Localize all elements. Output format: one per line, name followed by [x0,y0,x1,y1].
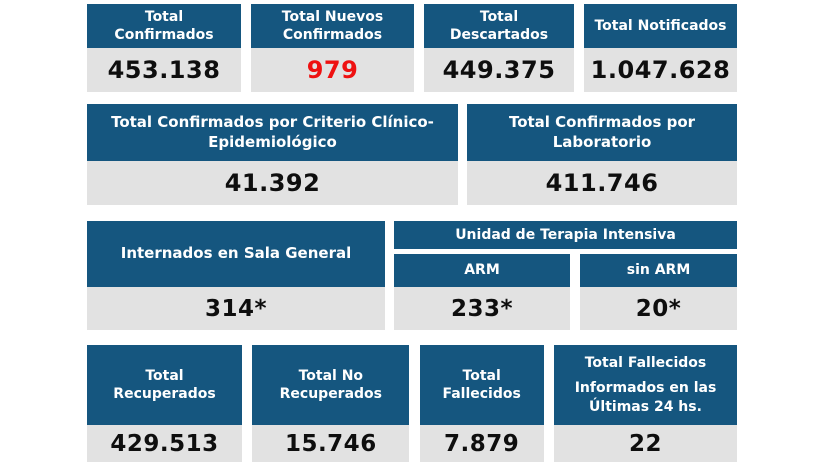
stat-card-value: 453.138 [87,48,241,92]
stat-card-label: Total Recuperados [113,367,216,402]
stat-card-total-confirmados: Total Confirmados 453.138 [87,4,241,92]
stat-card-value: 1.047.628 [584,48,737,92]
stat-card-total-nuevos-confirmados: Total Nuevos Confirmados 979 [251,4,414,92]
stat-card-label: Total Fallecidos [442,367,521,402]
stat-card-value: 15.746 [252,425,410,462]
icu-group: Unidad de Terapia Intensiva ARM 233* sin… [394,221,737,330]
outcome-row: Total Recuperados 429.513 Total No Recup… [87,345,737,462]
stat-card-header: Total Confirmados por Criterio Clínico- … [87,104,458,161]
stat-card-value: 41.392 [87,161,458,205]
stat-card-header: Internados en Sala General [87,221,385,287]
stat-card-total-fallecidos: Total Fallecidos 7.879 [419,345,544,462]
stat-card-label: Total No Recuperados [279,367,383,402]
stat-card-value: 411.746 [467,161,737,205]
stat-card-header: Total No Recuperados [252,345,410,425]
covid-stats-dashboard: Total Confirmados 453.138 Total Nuevos C… [87,4,737,462]
criteria-row: Total Confirmados por Criterio Clínico- … [87,104,737,205]
stat-card-label: sin ARM [626,262,691,279]
stat-card-confirmados-criterio-clinico: Total Confirmados por Criterio Clínico- … [87,104,458,205]
stat-card-total-no-recuperados: Total No Recuperados 15.746 [252,345,410,462]
stat-card-confirmados-laboratorio: Total Confirmados por Laboratorio 411.74… [467,104,737,205]
stat-card-total-notificados: Total Notificados 1.047.628 [584,4,737,92]
stat-card-total-descartados: Total Descartados 449.375 [424,4,574,92]
stat-card-value-highlighted: 979 [251,48,414,92]
stat-card-label: Total Confirmados por Laboratorio [508,112,696,151]
stat-card-header: Total Nuevos Confirmados [251,4,414,48]
stat-card-header: ARM [394,254,570,287]
stat-card-label: Internados en Sala General [120,244,352,263]
stat-card-header: Total Fallecidos Informados en las Últim… [553,345,737,425]
stat-card-label: Total Confirmados [114,8,214,43]
stat-card-value: 429.513 [87,425,242,462]
stat-card-header: sin ARM [580,254,737,287]
stat-card-label: Total Notificados [594,17,727,34]
summary-row: Total Confirmados 453.138 Total Nuevos C… [87,4,737,92]
stat-card-header: Total Recuperados [87,345,242,425]
stat-card-label: Total Fallecidos [584,354,707,371]
stat-card-fallecidos-ultimas-24hs: Total Fallecidos Informados en las Últim… [553,345,737,462]
icu-group-header: Unidad de Terapia Intensiva [394,221,737,249]
stat-card-value: 449.375 [424,48,574,92]
stat-card-value: 233* [394,287,570,330]
stat-card-header: Total Fallecidos [419,345,544,425]
stat-card-header: Total Descartados [424,4,574,48]
stat-card-label: Total Nuevos Confirmados [281,8,384,43]
stat-card-total-recuperados: Total Recuperados 429.513 [87,345,242,462]
stat-card-sublabel: Informados en las Últimas 24 hs. [574,380,717,415]
stat-card-icu-sin-arm: sin ARM 20* [580,254,737,330]
stat-card-value: 20* [580,287,737,330]
stat-card-label: Total Descartados [449,8,549,43]
hospital-row: Internados en Sala General 314* Unidad d… [87,221,737,330]
stat-card-header: Total Confirmados [87,4,241,48]
stat-card-value: 7.879 [419,425,544,462]
stat-card-label: Total Confirmados por Criterio Clínico- … [111,112,434,151]
stat-card-internados-sala-general: Internados en Sala General 314* [87,221,385,330]
stat-card-value: 22 [553,425,737,462]
icu-columns: ARM 233* sin ARM 20* [394,254,737,330]
stat-card-label: ARM [464,262,500,279]
stat-card-icu-arm: ARM 233* [394,254,570,330]
stat-card-value: 314* [87,287,385,330]
stat-card-header: Total Confirmados por Laboratorio [467,104,737,161]
icu-group-title: Unidad de Terapia Intensiva [455,226,676,243]
stat-card-header: Total Notificados [584,4,737,48]
